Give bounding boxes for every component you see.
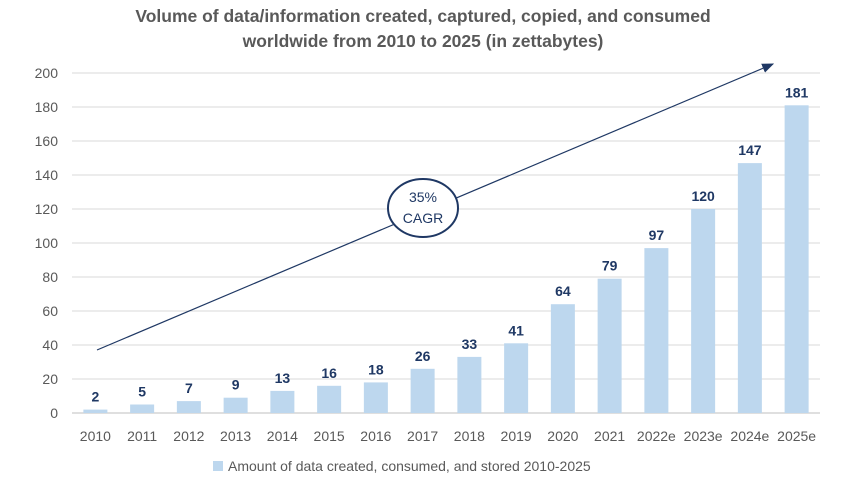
x-tick-label: 2013 bbox=[220, 428, 251, 444]
bar bbox=[270, 390, 295, 413]
x-tick-label: 2019 bbox=[501, 428, 532, 444]
bar bbox=[550, 304, 575, 413]
x-tick-label: 2023e bbox=[684, 428, 723, 444]
x-tick-label: 2021 bbox=[594, 428, 625, 444]
data-label: 97 bbox=[649, 227, 665, 243]
chart-title-line2: worldwide from 2010 to 2025 (in zettabyt… bbox=[242, 31, 604, 51]
y-tick-label: 60 bbox=[42, 303, 58, 319]
x-tick-label: 2015 bbox=[314, 428, 345, 444]
bar bbox=[737, 163, 762, 413]
bar bbox=[317, 385, 342, 413]
x-tick-label: 2024e bbox=[730, 428, 769, 444]
y-tick-label: 140 bbox=[35, 167, 59, 183]
data-label: 181 bbox=[785, 84, 809, 100]
data-label: 13 bbox=[275, 370, 291, 386]
x-tick-label: 2020 bbox=[547, 428, 578, 444]
cagr-ellipse bbox=[387, 178, 459, 238]
y-tick-label: 20 bbox=[42, 371, 58, 387]
cagr-percent: 35% bbox=[409, 189, 437, 205]
x-tick-label: 2014 bbox=[267, 428, 298, 444]
legend-label: Amount of data created, consumed, and st… bbox=[228, 458, 591, 474]
data-label: 33 bbox=[462, 336, 478, 352]
data-label: 9 bbox=[232, 377, 240, 393]
data-label: 120 bbox=[691, 188, 715, 204]
bar bbox=[176, 401, 201, 413]
chart-title-line1: Volume of data/information created, capt… bbox=[135, 6, 710, 26]
data-label: 79 bbox=[602, 258, 618, 274]
bar bbox=[83, 409, 108, 413]
y-tick-label: 200 bbox=[35, 65, 59, 81]
cagr-label: CAGR bbox=[403, 210, 443, 226]
bar bbox=[457, 356, 482, 413]
bar bbox=[130, 404, 155, 413]
x-tick-label: 2016 bbox=[360, 428, 391, 444]
x-tick-label: 2010 bbox=[80, 428, 111, 444]
data-label: 64 bbox=[555, 283, 571, 299]
data-label: 147 bbox=[738, 142, 762, 158]
x-tick-label: 2018 bbox=[454, 428, 485, 444]
bar bbox=[784, 105, 809, 414]
data-label: 7 bbox=[185, 380, 193, 396]
x-tick-label: 2011 bbox=[127, 428, 157, 444]
y-tick-label: 40 bbox=[42, 337, 58, 353]
x-tick-label: 2022e bbox=[637, 428, 676, 444]
y-tick-label: 0 bbox=[50, 405, 58, 421]
data-label: 41 bbox=[508, 322, 524, 338]
bar bbox=[691, 209, 716, 413]
y-tick-label: 160 bbox=[35, 133, 59, 149]
bar bbox=[363, 382, 388, 413]
bar bbox=[410, 368, 435, 413]
bar bbox=[644, 248, 669, 413]
bar bbox=[223, 397, 248, 413]
data-label: 16 bbox=[321, 365, 337, 381]
data-label: 2 bbox=[91, 389, 99, 405]
x-tick-label: 2025e bbox=[777, 428, 816, 444]
legend-swatch bbox=[213, 461, 223, 471]
data-label: 26 bbox=[415, 348, 431, 364]
y-tick-label: 100 bbox=[35, 235, 59, 251]
y-tick-label: 120 bbox=[35, 201, 59, 217]
data-label: 5 bbox=[138, 384, 146, 400]
x-tick-label: 2012 bbox=[173, 428, 204, 444]
bar bbox=[597, 278, 622, 413]
bar bbox=[504, 343, 529, 413]
y-tick-label: 80 bbox=[42, 269, 58, 285]
data-label: 18 bbox=[368, 361, 384, 377]
y-tick-label: 180 bbox=[35, 99, 59, 115]
x-tick-label: 2017 bbox=[407, 428, 438, 444]
